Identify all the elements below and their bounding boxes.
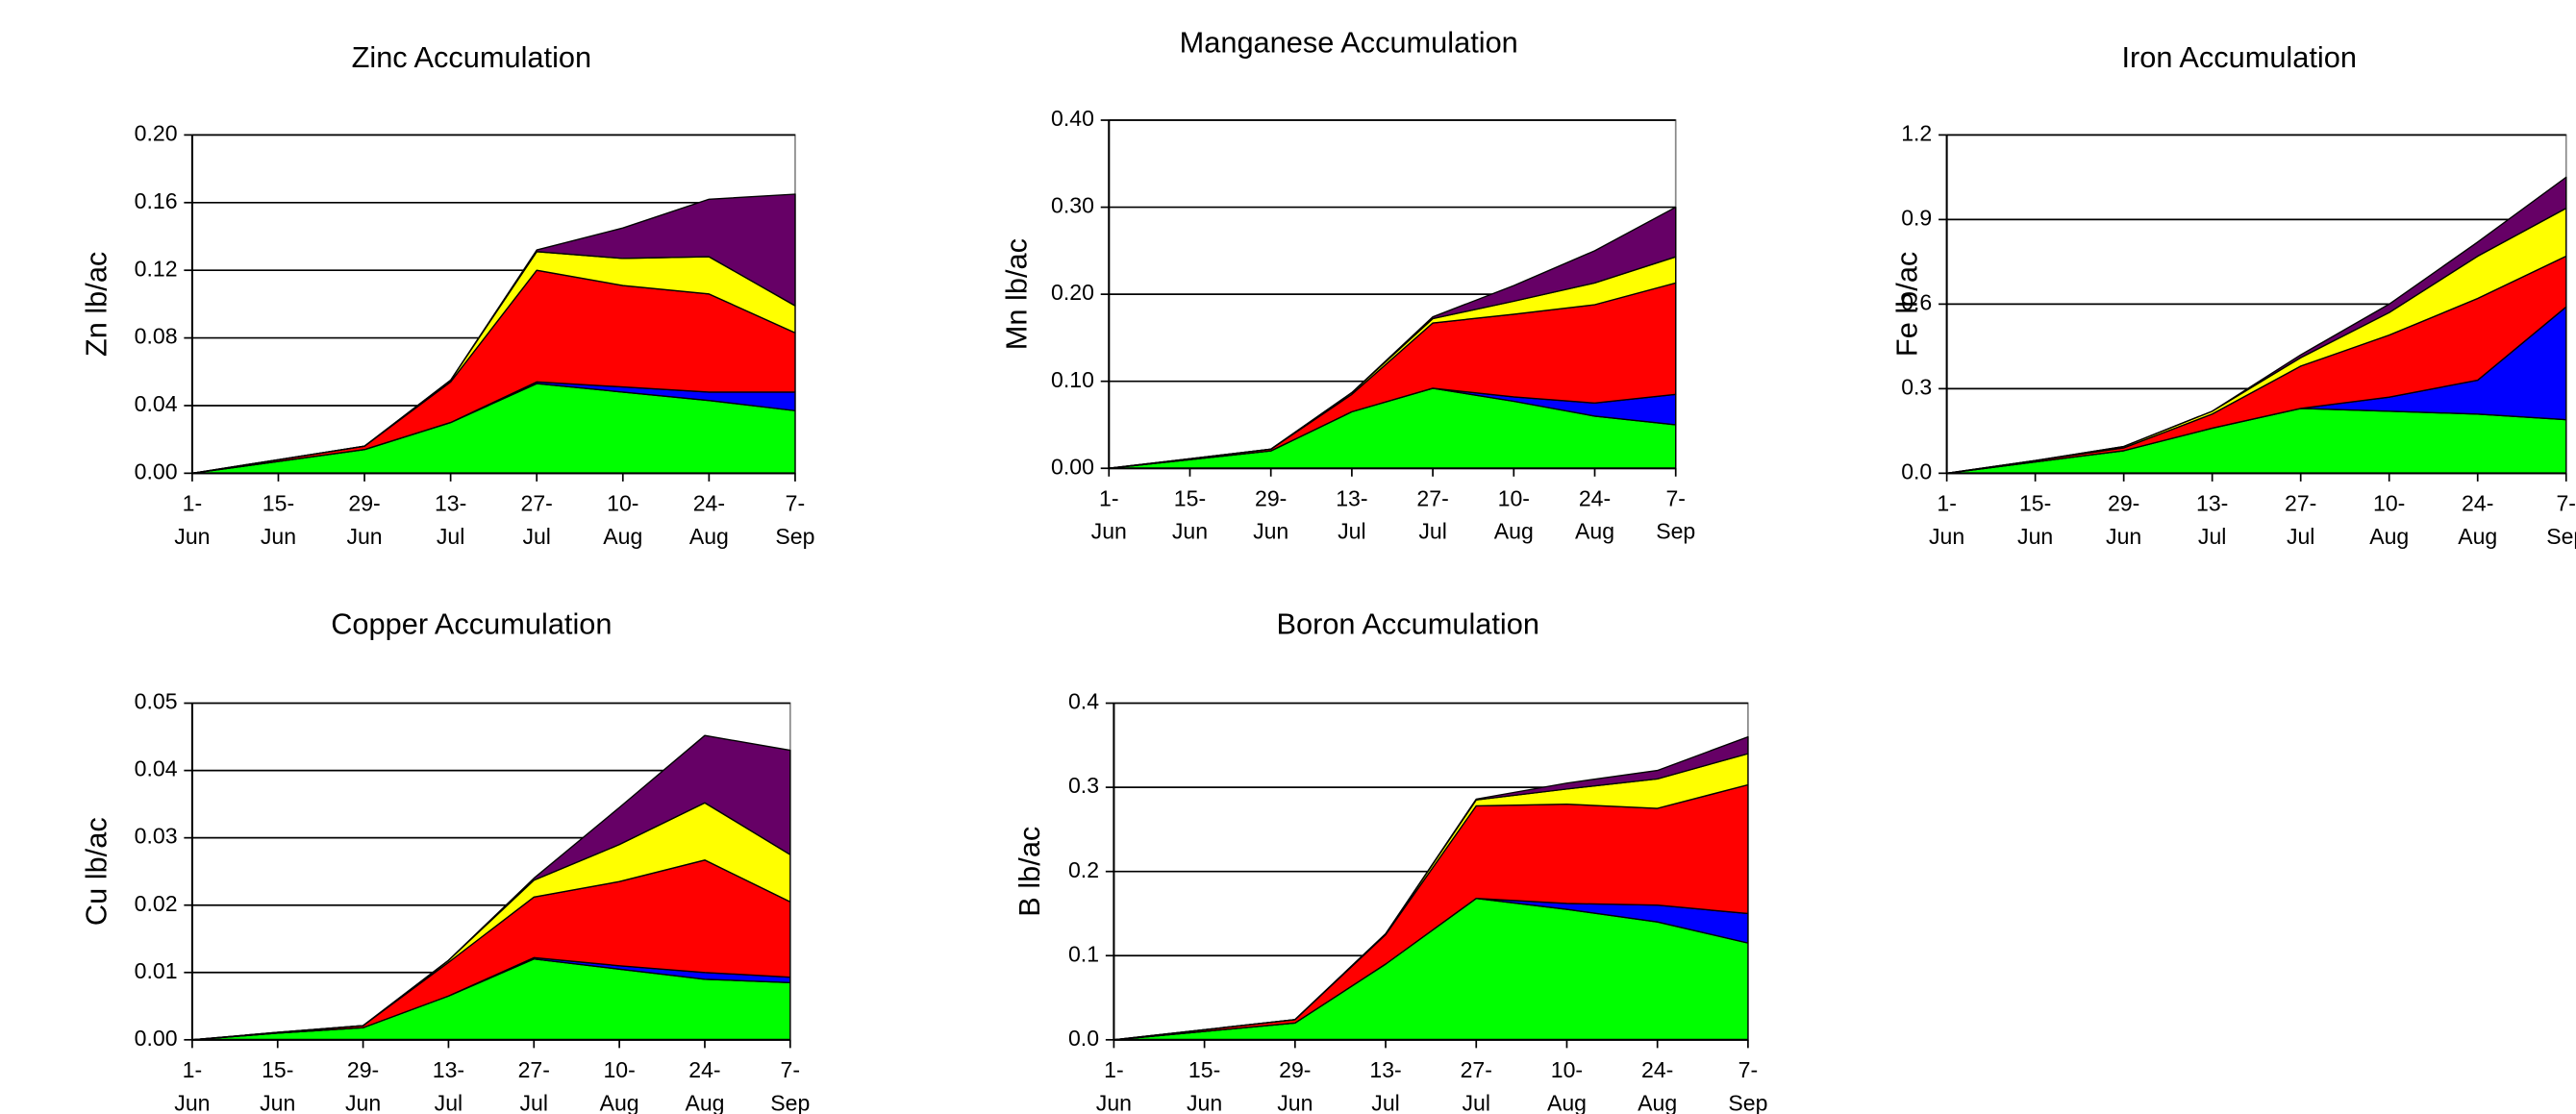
y-tick-label: 0.05 [135,689,178,714]
y-axis-label: Cu lb/ac [80,817,113,926]
x-tick-label: 27-Jul [1416,486,1448,544]
x-tick-label: 24-Aug [685,1057,724,1114]
area [191,734,791,1041]
y-tick-label: 0.12 [135,256,178,281]
chart: Manganese Accumulation Mn lb/ac 0.00 0.10 0.… [999,26,1695,544]
y-tick-label: 0.4 [1068,689,1099,714]
x-tick-label: 27-Jul [521,491,553,549]
x-tick-label: 13-Jul [1369,1057,1401,1114]
chart-title: Copper Accumulation [331,607,612,640]
x-tick-label: 10-Aug [2369,491,2409,549]
y-tick-label: 0.3 [1901,374,1932,399]
y-tick-label: 0.20 [1051,280,1094,305]
chart-title: Iron Accumulation [2122,40,2357,74]
area [1945,176,2567,475]
x-tick-label: 1-Jun [1091,486,1127,544]
y-tick-label: 0.9 [1901,205,1932,230]
area [1108,206,1677,469]
y-axis-label: Mn lb/ac [999,238,1033,350]
x-tick-label: 29-Jun [346,491,382,549]
x-tick-label: 15-Jun [261,491,296,549]
y-tick-label: 0.00 [135,1026,178,1051]
x-tick-label: 15-Jun [1187,1057,1222,1114]
y-tick-label: 0.04 [135,756,178,781]
y-tick-label: 0.00 [135,458,178,483]
x-tick-label: 29-Jun [2106,491,2141,549]
x-tick-label: 1-Jun [1929,491,1964,549]
x-tick-label: 7-Sep [1656,486,1695,544]
y-tick-label: 0.0 [1901,458,1932,483]
y-tick-label: 0.2 [1068,857,1099,882]
x-tick-label: 15-Jun [2017,491,2053,549]
x-tick-label: 24-Aug [1575,486,1614,544]
x-tick-label: 29-Jun [345,1057,381,1114]
x-tick-label: 10-Aug [600,1057,639,1114]
x-tick-label: 7-Sep [2546,491,2576,549]
x-tick-label: 10-Aug [1494,486,1534,544]
x-tick-label: 1-Jun [174,491,210,549]
y-tick-label: 0.08 [135,324,178,349]
y-tick-label: 0.0 [1068,1026,1099,1051]
x-tick-label: 13-Jul [433,1057,464,1114]
y-tick-label: 0.02 [135,891,178,916]
x-tick-label: 13-Jul [435,491,466,549]
y-tick-label: 0.1 [1068,941,1099,966]
x-tick-label: 7-Sep [770,1057,810,1114]
x-tick-label: 7-Sep [775,491,814,549]
x-tick-label: 24-Aug [1638,1057,1677,1114]
x-tick-label: 15-Jun [1172,486,1208,544]
chart: Iron Accumulation Fe lb/ac 0.0 0.3 0.6 0.9 1.2… [1889,40,2576,549]
y-tick-label: 0.10 [1051,367,1094,392]
x-tick-label: 29-Jun [1253,486,1288,544]
chart-title: Manganese Accumulation [1180,26,1518,60]
area [1113,735,1749,1041]
y-axis-label: Fe lb/ac [1889,252,1923,357]
chart: Boron Accumulation B lb/ac 0.0 0.1 0.2 0.3 0.4… [1013,607,1767,1114]
chart-title: Zinc Accumulation [352,40,592,74]
x-tick-label: 15-Jun [260,1057,295,1114]
chart: Copper Accumulation Cu lb/ac 0.00 0.01 0.02 0… [80,607,811,1114]
x-tick-label: 1-Jun [174,1057,210,1114]
chart-title: Boron Accumulation [1276,607,1539,640]
x-tick-label: 27-Jul [2285,491,2316,549]
area [191,193,796,475]
x-tick-label: 24-Aug [2458,491,2497,549]
y-tick-label: 0.30 [1051,193,1094,218]
y-tick-label: 0.04 [135,391,178,416]
x-tick-label: 10-Aug [1547,1057,1587,1114]
y-tick-label: 0.40 [1051,106,1094,131]
y-tick-label: 0.00 [1051,454,1094,479]
y-tick-label: 0.16 [135,188,178,213]
x-tick-label: 10-Aug [603,491,642,549]
y-axis-label: B lb/ac [1013,827,1046,917]
x-tick-label: 13-Jul [2196,491,2228,549]
y-axis-label: Zn lb/ac [80,252,113,357]
x-tick-label: 29-Jun [1277,1057,1313,1114]
x-tick-label: 24-Aug [689,491,729,549]
y-tick-label: 0.3 [1068,773,1099,798]
x-tick-label: 13-Jul [1336,486,1367,544]
y-tick-label: 1.2 [1901,120,1932,145]
y-tick-label: 0.6 [1901,289,1932,314]
chart: Zinc Accumulation Zn lb/ac 0.00 0.04 0.08 0.1… [80,40,815,549]
x-tick-label: 7-Sep [1728,1057,1767,1114]
x-tick-label: 27-Jul [518,1057,550,1114]
x-tick-label: 27-Jul [1461,1057,1492,1114]
y-tick-label: 0.03 [135,824,178,849]
y-tick-label: 0.01 [135,958,178,983]
x-tick-label: 1-Jun [1096,1057,1132,1114]
y-tick-label: 0.20 [135,120,178,145]
